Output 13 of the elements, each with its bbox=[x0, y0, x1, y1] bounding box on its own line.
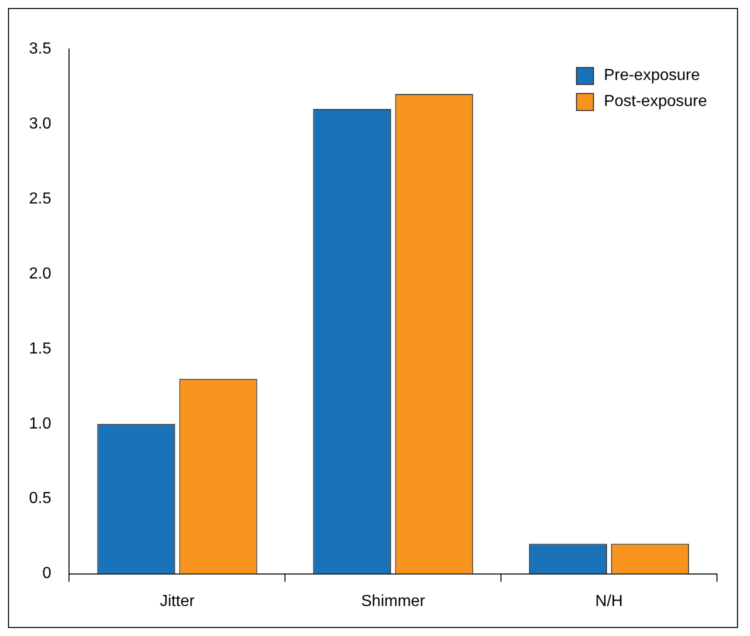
x-tick-label: Shimmer bbox=[361, 592, 426, 610]
y-tick-label: 0 bbox=[42, 565, 52, 582]
y-tick-label: 3.0 bbox=[28, 115, 52, 132]
legend-label: Post-exposure bbox=[604, 93, 707, 111]
x-tick-label: N/H bbox=[595, 592, 623, 610]
y-tick-label: 2.5 bbox=[28, 190, 52, 208]
y-tick-label: 2.0 bbox=[28, 265, 52, 282]
y-tick-label: 0.5 bbox=[28, 490, 52, 508]
x-tick-label: Jitter bbox=[160, 592, 196, 610]
legend-label: Pre-exposure bbox=[604, 67, 700, 85]
y-tick-label: 1.0 bbox=[28, 415, 52, 432]
y-tick-label: 3.5 bbox=[28, 40, 52, 58]
y-tick-label: 1.5 bbox=[28, 340, 52, 358]
